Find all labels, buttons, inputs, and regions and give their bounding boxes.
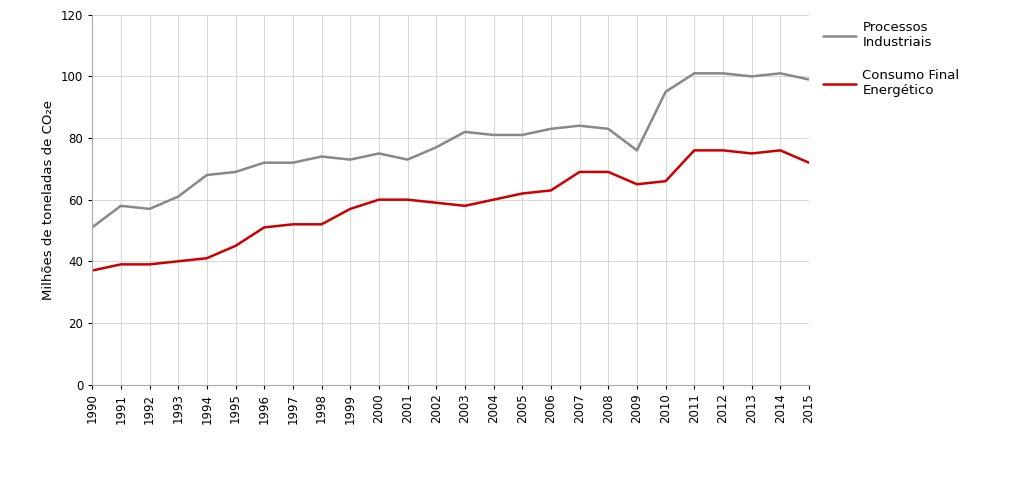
Consumo Final
Energético	[401, 197, 414, 203]
Processos
Industriais	[287, 160, 299, 166]
Consumo Final
Energético	[774, 147, 786, 153]
Consumo Final
Energético	[688, 147, 700, 153]
Legend: Processos
Industriais, Consumo Final
Energético: Processos Industriais, Consumo Final Ene…	[822, 21, 959, 97]
Line: Consumo Final
Energético: Consumo Final Energético	[92, 150, 809, 271]
Consumo Final
Energético	[803, 160, 815, 166]
Consumo Final
Energético	[717, 147, 729, 153]
Processos
Industriais	[717, 70, 729, 76]
Processos
Industriais	[115, 203, 127, 209]
Processos
Industriais	[373, 150, 385, 156]
Processos
Industriais	[516, 132, 528, 138]
Processos
Industriais	[258, 160, 270, 166]
Consumo Final
Energético	[659, 178, 672, 184]
Consumo Final
Energético	[344, 206, 356, 212]
Consumo Final
Energético	[229, 243, 242, 249]
Consumo Final
Energético	[631, 181, 643, 187]
Processos
Industriais	[315, 154, 328, 160]
Consumo Final
Energético	[602, 169, 614, 175]
Consumo Final
Energético	[201, 255, 213, 261]
Processos
Industriais	[659, 89, 672, 95]
Processos
Industriais	[344, 157, 356, 163]
Processos
Industriais	[430, 144, 442, 150]
Consumo Final
Energético	[545, 187, 557, 193]
Processos
Industriais	[172, 194, 184, 200]
Processos
Industriais	[602, 126, 614, 132]
Consumo Final
Energético	[172, 258, 184, 264]
Consumo Final
Energético	[487, 197, 500, 203]
Processos
Industriais	[143, 206, 156, 212]
Processos
Industriais	[487, 132, 500, 138]
Consumo Final
Energético	[430, 200, 442, 206]
Processos
Industriais	[459, 129, 471, 135]
Consumo Final
Energético	[86, 268, 98, 274]
Processos
Industriais	[86, 224, 98, 230]
Processos
Industriais	[631, 147, 643, 153]
Consumo Final
Energético	[516, 190, 528, 196]
Consumo Final
Energético	[315, 221, 328, 227]
Consumo Final
Energético	[115, 261, 127, 267]
Y-axis label: Milhões de toneladas de CO₂e: Milhões de toneladas de CO₂e	[42, 100, 55, 300]
Consumo Final
Energético	[143, 261, 156, 267]
Processos
Industriais	[803, 76, 815, 82]
Consumo Final
Energético	[459, 203, 471, 209]
Processos
Industriais	[229, 169, 242, 175]
Consumo Final
Energético	[373, 197, 385, 203]
Processos
Industriais	[688, 70, 700, 76]
Consumo Final
Energético	[258, 224, 270, 230]
Consumo Final
Energético	[287, 221, 299, 227]
Consumo Final
Energético	[573, 169, 586, 175]
Processos
Industriais	[201, 172, 213, 178]
Processos
Industriais	[573, 123, 586, 129]
Processos
Industriais	[545, 126, 557, 132]
Processos
Industriais	[745, 73, 758, 79]
Consumo Final
Energético	[745, 150, 758, 156]
Processos
Industriais	[401, 157, 414, 163]
Processos
Industriais	[774, 70, 786, 76]
Line: Processos
Industriais: Processos Industriais	[92, 73, 809, 227]
